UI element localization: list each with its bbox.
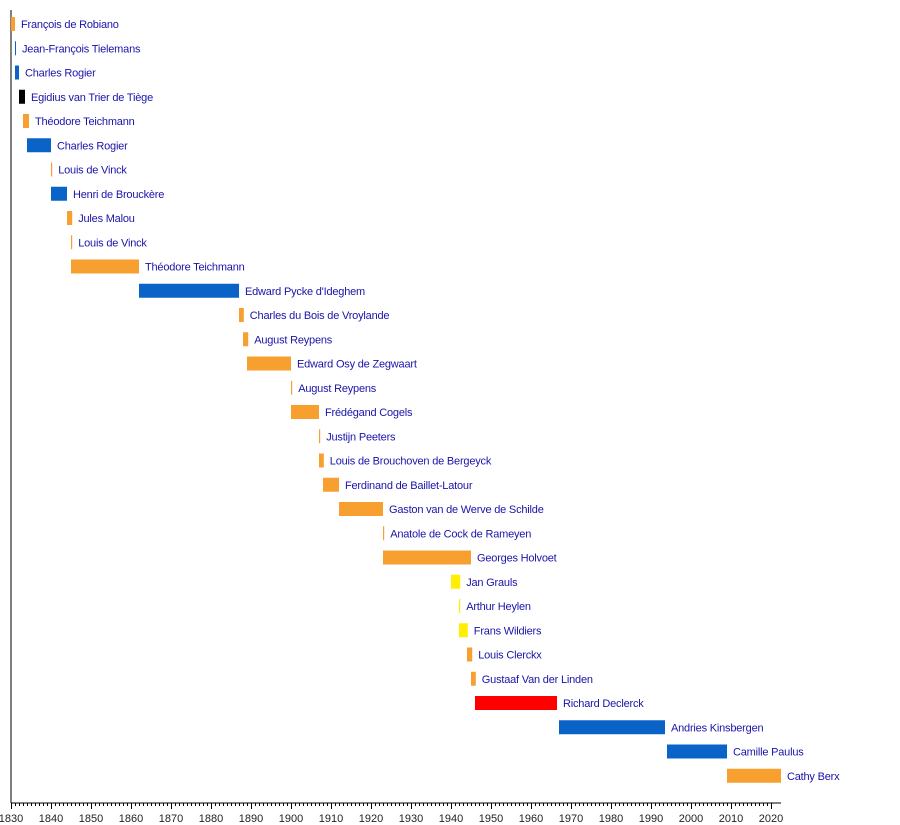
term-label: Arthur Heylen bbox=[466, 601, 531, 613]
term-label: Gaston van de Werve de Schilde bbox=[389, 504, 544, 516]
term-bar bbox=[139, 283, 239, 298]
term-label: Charles Rogier bbox=[25, 68, 96, 80]
x-tick-label: 1930 bbox=[399, 813, 423, 825]
term-bar bbox=[71, 235, 73, 250]
term-label: Jules Malou bbox=[78, 213, 135, 225]
term-label: Charles du Bois de Vroylande bbox=[250, 310, 390, 322]
term-bar bbox=[667, 744, 727, 759]
term-bar bbox=[243, 332, 249, 347]
term-label: Camille Paulus bbox=[733, 747, 804, 759]
term-label: Henri de Brouckère bbox=[73, 189, 164, 201]
term-label: Charles Rogier bbox=[57, 140, 128, 152]
x-axis-tick-labels: 1830 1840 1850 1860 1870 1880 1890 1900 1910 1920… bbox=[0, 813, 783, 825]
term-label: Georges Holvoet bbox=[477, 553, 557, 565]
x-tick-label: 1890 bbox=[239, 813, 263, 825]
bars-group bbox=[11, 17, 781, 783]
term-bar bbox=[23, 114, 29, 128]
term-label: Louis de Brouchoven de Bergeyck bbox=[330, 456, 492, 468]
bar-labels-group: François de Robiano Jean-François Tielema… bbox=[21, 19, 840, 783]
term-bar bbox=[51, 162, 53, 177]
term-bar bbox=[19, 89, 25, 104]
term-bar bbox=[15, 65, 19, 80]
term-bar bbox=[559, 720, 665, 735]
x-tick-label: 1880 bbox=[199, 813, 223, 825]
term-bar bbox=[51, 186, 67, 201]
term-bar bbox=[11, 17, 15, 31]
x-tick-label: 1900 bbox=[279, 813, 303, 825]
term-label: August Reypens bbox=[298, 383, 377, 395]
term-label: Richard Declerck bbox=[563, 698, 644, 710]
term-bar bbox=[291, 380, 293, 395]
x-tick-label: 1910 bbox=[319, 813, 343, 825]
x-tick-label: 1970 bbox=[559, 813, 583, 825]
term-label: Justijn Peeters bbox=[326, 431, 396, 443]
x-tick-label: 1990 bbox=[639, 813, 663, 825]
term-bar bbox=[291, 405, 319, 419]
term-bar bbox=[15, 41, 16, 56]
term-bar bbox=[71, 259, 139, 274]
term-label: Louis de Vinck bbox=[58, 165, 127, 177]
term-label: Louis Clerckx bbox=[478, 650, 542, 662]
x-tick-label: 2010 bbox=[719, 813, 743, 825]
term-bar bbox=[319, 453, 324, 468]
x-tick-label: 2020 bbox=[759, 813, 783, 825]
term-label: Frans Wildiers bbox=[474, 625, 542, 637]
term-label: Jan Grauls bbox=[466, 577, 518, 589]
term-label: Gustaaf Van der Linden bbox=[482, 674, 593, 686]
term-label: Théodore Teichmann bbox=[35, 116, 135, 128]
term-bar bbox=[459, 623, 468, 638]
x-tick-label: 2000 bbox=[679, 813, 703, 825]
term-bar bbox=[475, 696, 557, 710]
term-label: Jean-François Tielemans bbox=[22, 43, 141, 55]
term-bar bbox=[67, 211, 73, 225]
term-label: Anatole de Cock de Rameyen bbox=[390, 528, 531, 540]
term-label: Egidius van Trier de Tiège bbox=[31, 92, 153, 104]
term-label: Edward Osy de Zegwaart bbox=[297, 359, 417, 371]
x-tick-label: 1870 bbox=[159, 813, 183, 825]
term-label: Louis de Vinck bbox=[78, 237, 147, 249]
term-bar bbox=[467, 647, 473, 662]
x-tick-label: 1850 bbox=[79, 813, 103, 825]
term-bar bbox=[459, 599, 461, 613]
term-bar bbox=[323, 477, 339, 492]
term-bar bbox=[727, 768, 781, 783]
term-bar bbox=[247, 356, 291, 371]
term-bar bbox=[383, 526, 385, 541]
term-label: François de Robiano bbox=[21, 19, 119, 31]
term-label: Cathy Berx bbox=[787, 771, 840, 783]
term-bar bbox=[319, 429, 321, 444]
term-bar bbox=[471, 671, 476, 686]
term-label: Edward Pycke d'Ideghem bbox=[245, 286, 365, 298]
x-tick-label: 1980 bbox=[599, 813, 623, 825]
x-tick-label: 1830 bbox=[0, 813, 23, 825]
x-tick-label: 1950 bbox=[479, 813, 503, 825]
term-label: August Reypens bbox=[254, 334, 333, 346]
x-axis-ticks bbox=[11, 803, 772, 809]
term-label: Frédégand Cogels bbox=[325, 407, 413, 419]
x-tick-label: 1960 bbox=[519, 813, 543, 825]
term-bar bbox=[239, 308, 244, 322]
x-tick-label: 1840 bbox=[39, 813, 63, 825]
term-bar bbox=[27, 138, 51, 153]
term-bar bbox=[339, 502, 383, 516]
x-tick-label: 1940 bbox=[439, 813, 463, 825]
term-label: Andries Kinsbergen bbox=[671, 722, 763, 734]
term-label: Ferdinand de Baillet-Latour bbox=[345, 480, 473, 492]
x-tick-label: 1860 bbox=[119, 813, 143, 825]
x-tick-label: 1920 bbox=[359, 813, 383, 825]
term-bar bbox=[451, 574, 461, 589]
term-label: Théodore Teichmann bbox=[145, 262, 245, 274]
term-bar bbox=[383, 550, 471, 565]
